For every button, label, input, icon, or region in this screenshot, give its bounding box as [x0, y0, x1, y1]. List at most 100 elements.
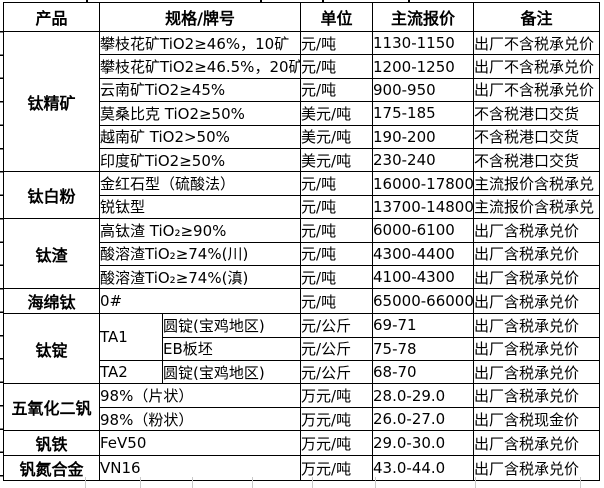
- unit-cell: 美元/吨: [300, 147, 374, 173]
- table-row: 钛精矿 攀枝花矿TiO2≥46%，10矿 元/吨 1130-1150 出厂不含税…: [3, 30, 601, 173]
- table-row: 钛锭 TA1 圆锭(宝鸡地区) 元/公斤 69-71 出厂含税承兑价: [3, 313, 601, 385]
- price-cell: 26.0-27.0: [372, 406, 475, 432]
- table-row: 酸溶渣TiO₂≥74%(川) 元/吨 4300-4400 出厂含税承兑价: [4, 241, 601, 266]
- unit-cell: 美元/吨: [300, 101, 374, 126]
- spec-cell: 云南矿TiO2≥45%: [98, 77, 302, 103]
- note-cell: 出厂含税承兑价: [473, 241, 601, 266]
- grade-cell: TA1: [99, 313, 163, 362]
- note-cell: 出厂含税承兑价: [473, 430, 601, 457]
- header-unit: 单位: [300, 2, 374, 32]
- unit-cell: 元/公斤: [300, 336, 374, 362]
- spec-cell: VN16: [98, 455, 302, 482]
- table-row: 酸溶渣TiO₂≥74%(滇) 元/吨 4100-4300 出厂含税承兑价: [4, 264, 601, 290]
- price-cell: 6000-6100: [372, 218, 475, 243]
- unit-cell: 元/吨: [300, 171, 374, 196]
- table-row: 攀枝花矿TiO2≥46.5%，20矿 元/吨 1200-1250 出厂不含税承兑…: [4, 54, 601, 79]
- table-row: 锐钛型 元/吨 13700-14800 主流报价含税承兑: [4, 194, 601, 220]
- price-cell: 28.0-29.0: [372, 383, 475, 408]
- table-row: 莫桑比克 TiO2≥50% 美元/吨 175-185 不含税港口交货: [4, 101, 601, 126]
- gridline-stub-top: [86, 0, 88, 3]
- product-cell: 海绵钛: [3, 288, 100, 315]
- price-cell: 75-78: [372, 336, 475, 362]
- note-cell: 出厂含税承兑价: [473, 383, 601, 408]
- left-gridline-ticks: [0, 31, 4, 477]
- spec-cell: 印度矿TiO2≥50%: [98, 147, 302, 173]
- spec-cell: 高钛渣 TiO₂≥90%: [98, 218, 302, 243]
- note-cell: 不含税港口交货: [473, 101, 601, 126]
- gridline-stub-bottom: [140, 477, 141, 488]
- spec-cell: 锐钛型: [98, 194, 302, 220]
- price-cell: 29.0-30.0: [372, 430, 475, 457]
- table-row: 钛白粉 金红石型（硫酸法） 元/吨 16000-17800 主流报价含税承兑: [3, 171, 601, 220]
- product-cell: 钛白粉: [3, 171, 100, 220]
- price-cell: 68-70: [372, 360, 475, 385]
- table-row: 钛渣 高钛渣 TiO₂≥90% 元/吨 6000-6100 出厂含税承兑价: [3, 218, 601, 290]
- titanium-price-table: 产品 规格/牌号 单位 主流报价 备注 钛精矿 攀枝花矿TiO2≥46%，10矿…: [3, 2, 601, 482]
- gridline-stub-bottom: [192, 477, 193, 488]
- spec-cell: 莫桑比克 TiO2≥50%: [98, 101, 302, 126]
- table-row: 海绵钛 0# 元/吨 65000-66000 出厂含税承兑价: [3, 288, 601, 315]
- table-row: 钒氮合金 VN16 万元/吨 43.0-44.0 出厂含税承兑价: [3, 455, 601, 482]
- table-row: 98%（粉状） 万元/吨 26.0-27.0 出厂含税现金价: [4, 406, 601, 432]
- table-row: EB板坯 元/公斤 75-78 出厂含税承兑价: [4, 336, 601, 362]
- product-cell: 钒铁: [3, 430, 100, 457]
- header-row: 产品 规格/牌号 单位 主流报价 备注: [3, 2, 601, 32]
- product-cell: 钒氮合金: [3, 455, 100, 482]
- note-cell: 出厂含税承兑价: [473, 264, 601, 290]
- price-cell: 900-950: [372, 77, 475, 103]
- table-row: 印度矿TiO2≥50% 美元/吨 230-240 不含税港口交货: [4, 147, 601, 173]
- gridline-stub-bottom: [580, 477, 581, 488]
- note-cell: 不含税港口交货: [473, 124, 601, 149]
- gridline-stub-top: [408, 0, 410, 3]
- gridline-stub-bottom: [375, 477, 376, 488]
- unit-cell: 元/吨: [300, 288, 374, 315]
- price-cell: 1130-1150: [372, 30, 475, 56]
- price-cell: 4300-4400: [372, 241, 475, 266]
- unit-cell: 元/公斤: [300, 313, 374, 338]
- spec-cell: 圆锭(宝鸡地区): [161, 360, 302, 385]
- product-cell: 五氧化二钒: [3, 383, 100, 432]
- header-spec: 规格/牌号: [98, 2, 302, 32]
- spec-cell: 酸溶渣TiO₂≥74%(川): [98, 241, 302, 266]
- spec-cell: 越南矿 TiO2>50%: [98, 124, 302, 149]
- price-cell: 230-240: [372, 147, 475, 173]
- spec-cell: 攀枝花矿TiO2≥46%，10矿: [98, 30, 302, 56]
- unit-cell: 万元/吨: [300, 430, 374, 457]
- spec-cell: 98%（粉状）: [98, 406, 302, 432]
- note-cell: 出厂不含税承兑价: [473, 54, 601, 79]
- table-row: 钒铁 FeV50 万元/吨 29.0-30.0 出厂含税承兑价: [3, 430, 601, 457]
- unit-cell: 元/吨: [300, 77, 374, 103]
- grade-cell: TA2: [99, 360, 163, 385]
- price-cell: 16000-17800: [372, 171, 475, 196]
- note-cell: 出厂含税承兑价: [473, 313, 601, 338]
- note-cell: 出厂含税现金价: [473, 406, 601, 432]
- unit-cell: 元/公斤: [300, 360, 374, 385]
- price-cell: 65000-66000: [372, 288, 475, 315]
- header-price: 主流报价: [372, 2, 475, 32]
- note-cell: 主流报价含税承兑: [473, 194, 601, 220]
- note-cell: 出厂不含税承兑价: [473, 77, 601, 103]
- unit-cell: 万元/吨: [300, 455, 374, 482]
- note-cell: 不含税港口交货: [473, 147, 601, 173]
- unit-cell: 元/吨: [300, 264, 374, 290]
- note-cell: 主流报价含税承兑: [473, 171, 601, 196]
- unit-cell: 美元/吨: [300, 124, 374, 149]
- spec-cell: 金红石型（硫酸法）: [98, 171, 302, 196]
- product-cell: 钛渣: [3, 218, 100, 290]
- spec-cell: 98%（片状）: [98, 383, 302, 408]
- price-cell: 175-185: [372, 101, 475, 126]
- table-row: 越南矿 TiO2>50% 美元/吨 190-200 不含税港口交货: [4, 124, 601, 149]
- note-cell: 出厂含税承兑价: [473, 288, 601, 315]
- header-note: 备注: [473, 2, 601, 32]
- spec-cell: 酸溶渣TiO₂≥74%(滇): [98, 264, 302, 290]
- unit-cell: 元/吨: [300, 30, 374, 56]
- header-product: 产品: [3, 2, 100, 32]
- unit-cell: 元/吨: [300, 194, 374, 220]
- note-cell: 出厂不含税承兑价: [473, 30, 601, 56]
- table-row: 云南矿TiO2≥45% 元/吨 900-950 出厂不含税承兑价: [4, 77, 601, 103]
- table-row: 五氧化二钒 98%（片状） 万元/吨 28.0-29.0 出厂含税承兑价: [3, 383, 601, 432]
- gridline-stub-top: [322, 0, 324, 3]
- price-cell: 1200-1250: [372, 54, 475, 79]
- unit-cell: 元/吨: [300, 241, 374, 266]
